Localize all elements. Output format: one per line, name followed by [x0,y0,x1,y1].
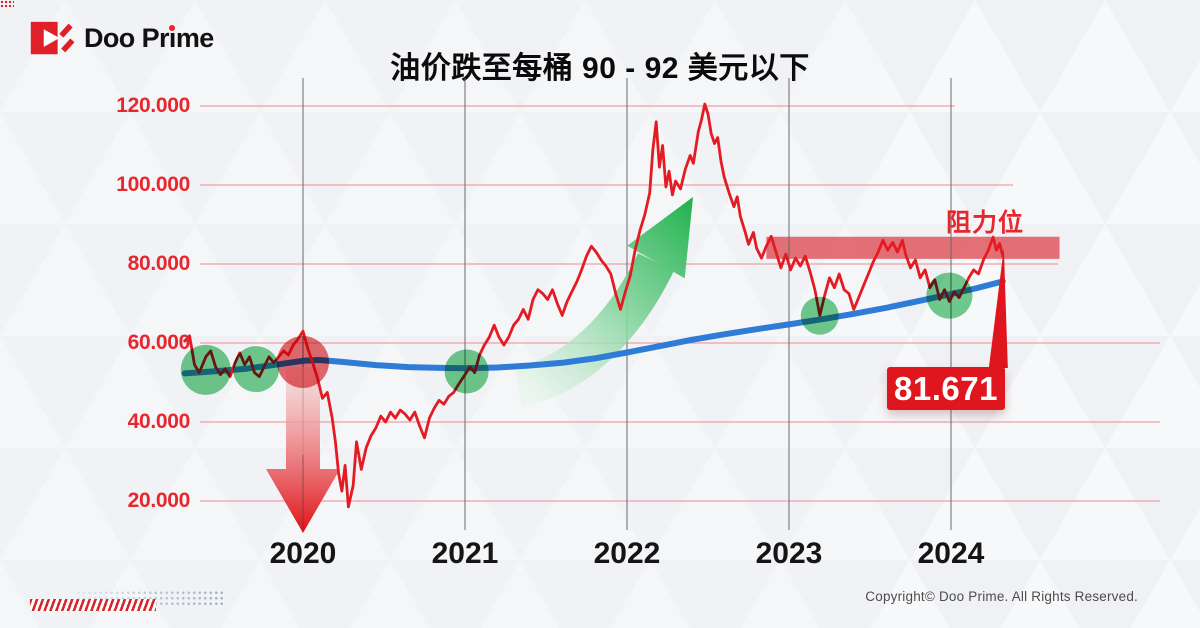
brand-name: Doo Prime [84,23,214,53]
corner-dots-decoration [0,0,14,9]
crash-down-arrow [266,367,340,533]
y-axis-label: 80.000 [127,252,191,275]
price-drop-wedge [988,248,1008,368]
y-axis-label: 40.000 [127,410,191,433]
striped-bar-decoration [30,599,156,611]
doo-prime-logo: Doo Prime [30,20,214,57]
oil-price-line [183,102,1005,509]
last-price-badge: 81.671 [887,367,1005,410]
y-axis-label: 60.000 [127,331,191,354]
highlight-circles [180,272,973,395]
y-axis-label: 100.000 [116,173,190,196]
x-axis-label: 2023 [755,537,823,570]
y-axis-label: 20.000 [127,489,191,512]
doo-prime-logo-icon [30,21,75,55]
horizontal-gridlines [200,105,1160,502]
x-axis-label: 2021 [431,537,499,570]
surge-up-arrow [513,197,693,407]
resistance-band [766,236,1060,259]
x-axis-label: 2024 [917,537,985,570]
resistance-level-label: 阻力位 [946,209,1025,237]
x-axis-label: 2022 [593,537,661,570]
copyright-text: Copyright© Doo Prime. All Rights Reserve… [865,589,1138,604]
y-axis-label: 120.000 [116,94,190,117]
chart-title: 油价跌至每桶 90 - 92 美元以下 [390,52,810,85]
x-axis-label: 2020 [269,537,337,570]
